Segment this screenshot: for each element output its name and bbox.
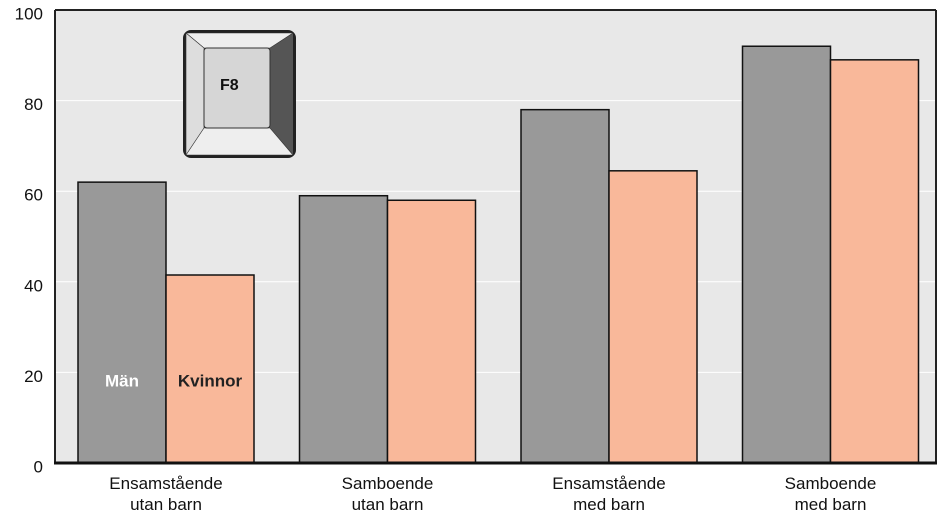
bar <box>298 194 389 464</box>
bar <box>608 170 698 464</box>
x-tick-label: Ensamstående utan barn <box>109 474 223 514</box>
bar <box>520 108 610 464</box>
key-label: F8 <box>220 77 239 94</box>
x-tick-label: Samboende utan barn <box>341 474 434 514</box>
y-tick-label: 80 <box>24 95 43 114</box>
bar <box>741 45 832 464</box>
f8-key-icon: F8 <box>183 30 296 158</box>
x-tick-label: Samboende med barn <box>784 474 877 514</box>
y-tick-label: 100 <box>15 4 43 23</box>
bar <box>77 181 167 464</box>
bar <box>386 199 477 464</box>
bar <box>829 59 920 464</box>
y-tick-label: 60 <box>24 186 43 205</box>
legend-label: Män <box>105 371 139 390</box>
y-tick-label: 0 <box>34 457 43 476</box>
y-tick-label: 20 <box>24 367 43 386</box>
bar <box>165 274 255 464</box>
y-tick-label: 40 <box>24 276 43 295</box>
x-tick-label: Ensamstående med barn <box>552 474 666 514</box>
legend-label: Kvinnor <box>178 371 243 390</box>
